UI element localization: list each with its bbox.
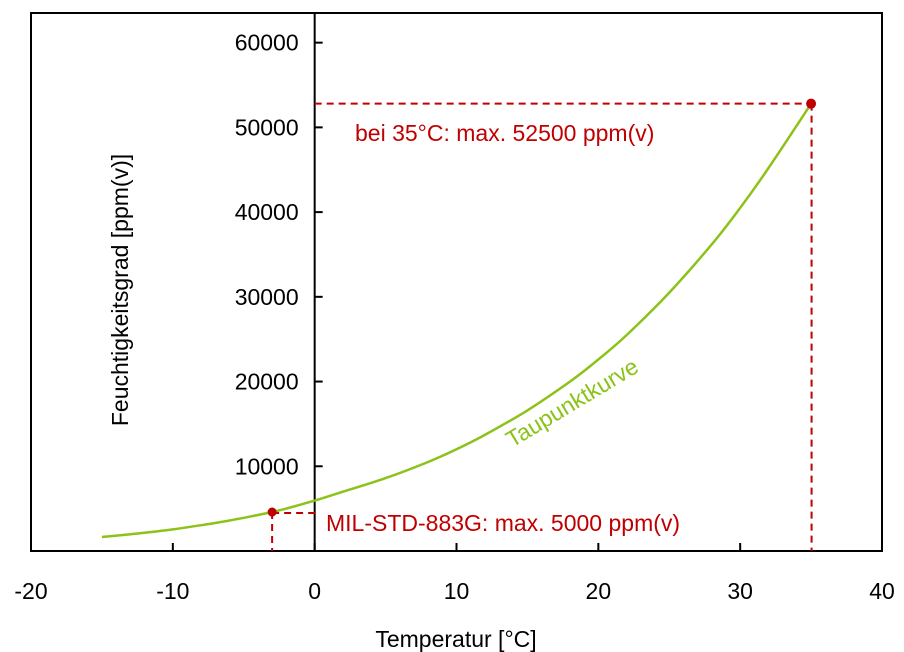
x-tick-label: 20 <box>586 578 612 604</box>
x-tick-label: 10 <box>444 578 470 604</box>
plot-frame <box>31 13 882 551</box>
series-label: Taupunktkurve <box>501 353 643 452</box>
annotation-label-mil: MIL-STD-883G: max. 5000 ppm(v) <box>326 510 680 536</box>
annotation-label-35c: bei 35°C: max. 52500 ppm(v) <box>355 120 654 146</box>
y-tick-label: 50000 <box>235 114 299 140</box>
x-tick-label: 40 <box>869 578 895 604</box>
x-tick-label: 30 <box>727 578 753 604</box>
labels: -20 -10 0 10 20 30 40 10000 20000 30000 40000 50000… <box>14 30 894 652</box>
y-tick-label: 10000 <box>235 453 299 479</box>
x-tick-label: -20 <box>14 578 47 604</box>
x-axis-title: Temperatur [°C] <box>375 626 536 652</box>
x-tick-label: -10 <box>156 578 189 604</box>
y-tick-label: 60000 <box>235 30 299 56</box>
dew-point-curve <box>102 104 811 537</box>
axes <box>31 13 882 551</box>
y-tick-label: 40000 <box>235 199 299 225</box>
marker-point-mil <box>268 508 277 517</box>
guides <box>272 104 811 551</box>
x-tick-label: 0 <box>308 578 321 604</box>
y-axis-title: Feuchtigkeitsgrad [ppm(v)] <box>107 154 133 426</box>
y-tick-label: 20000 <box>235 369 299 395</box>
series-group <box>102 99 816 537</box>
marker-point-35c <box>806 99 816 109</box>
y-tick-label: 30000 <box>235 284 299 310</box>
